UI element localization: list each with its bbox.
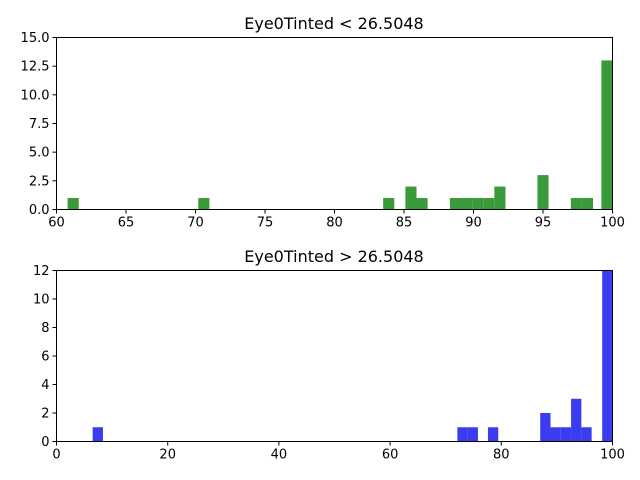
x-tick-label: 0 bbox=[52, 448, 60, 463]
y-tick-label: 12 bbox=[33, 264, 50, 279]
histogram-bar bbox=[570, 198, 582, 210]
chart-title: Eye0Tinted < 26.5048 bbox=[244, 14, 423, 33]
y-tick-label: 4 bbox=[41, 378, 49, 393]
y-tick-label: 0 bbox=[41, 435, 49, 450]
x-tick-label: 40 bbox=[271, 448, 288, 463]
histogram-bar bbox=[460, 198, 473, 210]
x-tick-label: 90 bbox=[465, 216, 482, 231]
histogram-bar bbox=[601, 60, 613, 210]
chart-title: Eye0Tinted > 26.5048 bbox=[244, 247, 423, 266]
x-tick-label: 80 bbox=[493, 448, 510, 463]
histogram-bar bbox=[487, 427, 499, 442]
plot-frame bbox=[56, 270, 613, 442]
y-tick-label: 10 bbox=[33, 293, 50, 308]
histogram-bar bbox=[92, 427, 103, 442]
y-tick-label: 8 bbox=[41, 321, 49, 336]
y-tick-label: 0.0 bbox=[29, 203, 50, 218]
x-tick-label: 100 bbox=[600, 216, 625, 231]
y-axis-ticks: 0 2 4 6 8 10 12 bbox=[33, 264, 57, 450]
histogram-bar bbox=[550, 427, 561, 442]
x-tick-label: 20 bbox=[159, 448, 176, 463]
histogram-bar bbox=[383, 198, 395, 210]
x-tick-label: 85 bbox=[396, 216, 413, 231]
x-tick-label: 100 bbox=[600, 448, 625, 463]
histogram-bar bbox=[581, 198, 594, 210]
plot-frame bbox=[56, 37, 613, 210]
histogram-bar bbox=[571, 398, 582, 442]
x-tick-label: 60 bbox=[48, 216, 65, 231]
histogram-bar bbox=[67, 198, 79, 210]
histogram-bar bbox=[560, 427, 572, 442]
y-tick-label: 6 bbox=[41, 350, 49, 365]
bars-group bbox=[67, 60, 613, 210]
histogram-bar bbox=[472, 198, 484, 210]
histogram-bar bbox=[494, 186, 506, 210]
x-axis-ticks: 0 20 40 60 80 100 bbox=[52, 441, 625, 463]
x-axis-ticks: 60 65 70 75 80 85 90 95 100 bbox=[48, 209, 625, 231]
y-tick-label: 12.5 bbox=[21, 60, 50, 75]
histogram-panel-upper-threshold: Eye0Tinted > 26.5048 0 20 40 60 80 100 0 2 4 6 8 1… bbox=[33, 247, 625, 463]
histogram-bar bbox=[581, 427, 592, 442]
y-tick-label: 5.0 bbox=[29, 146, 50, 161]
histogram-bar bbox=[602, 270, 613, 442]
histogram-bar bbox=[405, 186, 417, 210]
histogram-bar bbox=[540, 413, 551, 442]
x-tick-label: 80 bbox=[326, 216, 343, 231]
x-tick-label: 65 bbox=[118, 216, 135, 231]
histogram-bar bbox=[537, 175, 549, 210]
histogram-bar bbox=[457, 427, 468, 442]
histogram-panel-lower-threshold: Eye0Tinted < 26.5048 60 65 70 75 80 85 90 95 100… bbox=[21, 14, 625, 231]
histogram-bar bbox=[416, 198, 428, 210]
y-tick-label: 2 bbox=[41, 407, 49, 422]
y-tick-label: 10.0 bbox=[21, 88, 50, 103]
histogram-bar bbox=[198, 198, 210, 210]
histogram-bar bbox=[449, 198, 461, 210]
y-tick-label: 15.0 bbox=[21, 31, 50, 46]
bars-group bbox=[92, 270, 613, 442]
y-tick-label: 2.5 bbox=[29, 174, 50, 189]
histogram-bar bbox=[483, 198, 495, 210]
y-axis-ticks: 0.0 2.5 5.0 7.5 10.0 12.5 15.0 bbox=[21, 31, 57, 218]
x-tick-label: 60 bbox=[382, 448, 399, 463]
histogram-bar bbox=[467, 427, 478, 442]
y-tick-label: 7.5 bbox=[29, 117, 50, 132]
x-tick-label: 75 bbox=[257, 216, 274, 231]
x-tick-label: 70 bbox=[187, 216, 204, 231]
x-tick-label: 95 bbox=[535, 216, 552, 231]
